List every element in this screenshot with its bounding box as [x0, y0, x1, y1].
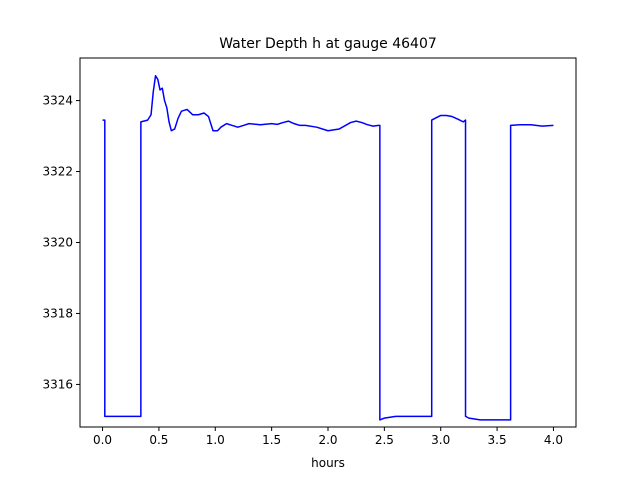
y-tick-label: 3322 [42, 165, 73, 179]
y-tick-label: 3324 [42, 94, 73, 108]
y-tick-label: 3318 [42, 306, 73, 320]
series-line-0 [102, 74, 554, 421]
x-tick-label: 1.0 [206, 433, 225, 447]
x-tick-label: 1.5 [262, 433, 281, 447]
y-tick-label: 3316 [42, 377, 73, 391]
series-layer [102, 74, 554, 421]
x-tick-label: 4.0 [544, 433, 563, 447]
x-tick-label: 0.5 [149, 433, 168, 447]
x-tick-label: 0.0 [93, 433, 112, 447]
x-tick-label: 3.5 [488, 433, 507, 447]
x-tick-label: 3.0 [431, 433, 450, 447]
x-axis-label: hours [311, 456, 345, 470]
chart-title: Water Depth h at gauge 46407 [219, 36, 437, 52]
x-axis-ticks: 0.0 0.5 1.0 1.5 2.0 2.5 3.0 3.5 4.0 [93, 427, 563, 447]
x-tick-label: 2.5 [375, 433, 394, 447]
y-tick-label: 3320 [42, 236, 73, 250]
plot-area [80, 58, 576, 427]
y-axis-ticks: 3316 3318 3320 3322 3324 [42, 94, 80, 391]
x-tick-label: 2.0 [318, 433, 337, 447]
